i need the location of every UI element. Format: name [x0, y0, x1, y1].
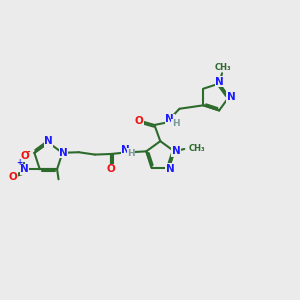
Text: N: N [121, 145, 130, 154]
Text: O: O [9, 172, 18, 182]
Text: N: N [59, 148, 68, 158]
Text: O: O [20, 151, 29, 161]
Text: N: N [227, 92, 236, 102]
Text: H: H [172, 119, 179, 128]
Text: CH₃: CH₃ [189, 144, 206, 153]
Text: N: N [166, 164, 175, 174]
Text: N: N [44, 136, 53, 146]
Text: CH₃: CH₃ [214, 63, 231, 72]
Text: +: + [16, 158, 23, 167]
Text: -: - [27, 148, 30, 157]
Text: H: H [127, 148, 135, 158]
Text: O: O [135, 116, 143, 126]
Text: N: N [20, 164, 29, 174]
Text: N: N [172, 146, 180, 156]
Text: N: N [165, 114, 174, 124]
Text: N: N [215, 77, 224, 87]
Text: O: O [106, 164, 116, 174]
